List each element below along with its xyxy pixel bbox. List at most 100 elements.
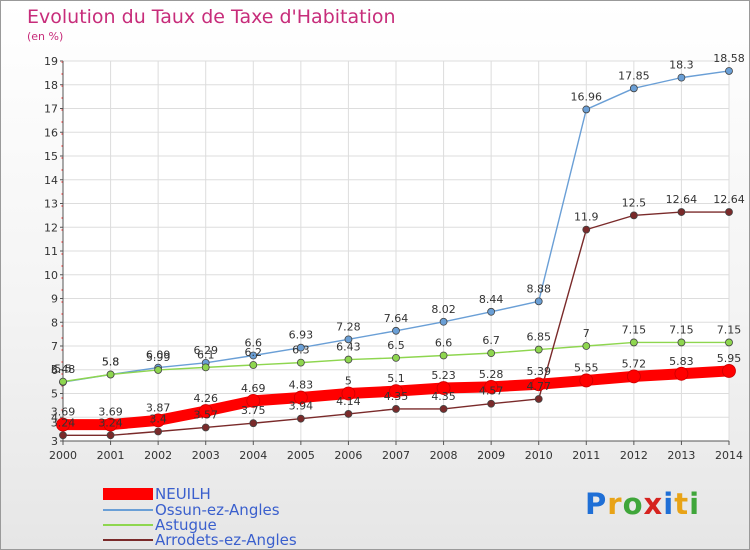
x-tick-label: 2004	[239, 449, 267, 462]
x-tick-label: 2002	[144, 449, 172, 462]
y-tick-label: 9	[51, 293, 58, 306]
data-label-neuilh: 5	[345, 375, 352, 388]
data-point-ossun-ez-angles	[392, 326, 400, 335]
data-point-arrodets-ez-angles	[201, 423, 210, 432]
data-point-astugue	[677, 338, 686, 347]
data-point-neuilh	[531, 377, 546, 392]
data-label-ossun-ez-angles: 6.6	[245, 337, 263, 350]
data-point-arrodets-ez-angles	[392, 405, 400, 413]
data-label-astugue: 6.3	[292, 344, 310, 357]
brand-letter: r	[607, 487, 623, 521]
data-point-ossun-ez-angles	[296, 343, 305, 352]
data-label-ossun-ez-angles: 7.64	[384, 312, 409, 325]
data-label-astugue: 6.5	[387, 339, 405, 352]
y-tick-label: 11	[44, 245, 58, 258]
y-tick-label: 5	[51, 388, 58, 401]
data-label-arrodets-ez-angles: 4.35	[384, 390, 409, 403]
data-label-astugue: 7.15	[622, 323, 647, 336]
brand-letter: i	[689, 487, 701, 521]
x-tick-label: 2011	[572, 449, 600, 462]
data-point-arrodets-ez-angles	[106, 431, 115, 440]
data-point-arrodets-ez-angles	[154, 427, 163, 436]
legend-swatch-ossun	[103, 509, 153, 511]
data-point-arrodets-ez-angles	[677, 208, 686, 216]
data-label-ossun-ez-angles: 8.02	[431, 303, 456, 316]
data-label-astugue: 7	[583, 327, 590, 340]
data-point-neuilh	[56, 417, 70, 432]
data-label-neuilh: 5.95	[717, 352, 742, 365]
x-tick-label: 2012	[620, 449, 648, 462]
legend-item-neuilh: NEUILH	[103, 485, 211, 503]
data-point-astugue	[249, 361, 258, 369]
data-label-ossun-ez-angles: 6.09	[146, 349, 171, 362]
data-label-ossun-ez-angles: 6.29	[193, 344, 218, 357]
data-point-neuilh	[436, 381, 451, 395]
brand-letter: i	[663, 487, 675, 521]
legend-swatch-arrodets	[103, 539, 153, 541]
data-label-arrodets-ez-angles: 12.64	[713, 193, 745, 206]
data-point-arrodets-ez-angles	[725, 208, 733, 216]
x-tick-label: 2010	[525, 449, 553, 462]
y-tick-label: 6	[51, 364, 58, 377]
data-label-neuilh: 4.83	[289, 379, 314, 392]
data-point-neuilh	[626, 369, 641, 384]
data-label-neuilh: 5.55	[574, 361, 599, 374]
data-point-arrodets-ez-angles	[629, 211, 638, 220]
data-label-arrodets-ez-angles: 3.94	[289, 400, 314, 413]
data-point-ossun-ez-angles	[487, 307, 496, 316]
data-point-astugue	[582, 342, 591, 350]
data-point-ossun-ez-angles	[725, 67, 733, 75]
data-point-arrodets-ez-angles	[534, 395, 543, 403]
y-tick-label: 7	[51, 340, 58, 353]
data-label-neuilh: 5.28	[479, 368, 504, 381]
data-point-neuilh	[151, 413, 166, 428]
data-point-neuilh	[293, 390, 308, 405]
data-point-astugue	[534, 345, 543, 354]
brand-letter: P	[585, 487, 608, 521]
data-label-astugue: 6.85	[526, 331, 551, 344]
data-label-arrodets-ez-angles: 4.14	[336, 395, 361, 408]
brand-letter: x	[643, 487, 664, 521]
data-label-astugue: 6.2	[245, 346, 263, 359]
data-point-arrodets-ez-angles	[59, 431, 67, 440]
data-label-astugue: 6.6	[435, 337, 453, 350]
data-label-ossun-ez-angles: 18.58	[713, 52, 745, 65]
y-tick-label: 14	[44, 174, 58, 187]
y-tick-label: 16	[44, 126, 58, 139]
data-label-arrodets-ez-angles: 3.4	[149, 413, 167, 426]
data-point-neuilh	[389, 384, 403, 399]
data-point-neuilh	[246, 393, 261, 408]
data-point-neuilh	[198, 404, 213, 418]
x-tick-label: 2009	[477, 449, 505, 462]
data-point-astugue	[392, 353, 400, 362]
legend-swatch-astugue	[103, 524, 153, 526]
y-tick-label: 18	[44, 79, 58, 92]
data-point-ossun-ez-angles	[677, 73, 686, 82]
data-label-arrodets-ez-angles: 3.75	[241, 404, 266, 417]
data-point-neuilh	[341, 386, 356, 401]
data-label-neuilh: 5.39	[526, 365, 551, 378]
x-tick-label: 2007	[382, 449, 410, 462]
y-tick-label: 12	[44, 221, 58, 234]
data-label-arrodets-ez-angles: 4.35	[431, 390, 456, 403]
legend-label-astugue: Astugue	[155, 516, 217, 534]
data-label-neuilh: 4.69	[241, 382, 266, 395]
legend-item-astugue: Astugue	[103, 516, 217, 534]
data-point-neuilh	[579, 373, 594, 388]
y-tick-label: 13	[44, 198, 58, 211]
legend-item-arrodets: Arrodets-ez-Angles	[103, 531, 297, 549]
data-label-neuilh: 5.23	[431, 369, 456, 382]
data-label-arrodets-ez-angles: 12.64	[666, 193, 698, 206]
data-point-ossun-ez-angles	[629, 84, 638, 93]
data-label-neuilh: 3.69	[51, 406, 76, 419]
data-point-neuilh	[722, 364, 736, 378]
data-label-astugue: 5.99	[146, 351, 171, 364]
data-label-ossun-ez-angles: 5.8	[102, 356, 120, 369]
data-label-ossun-ez-angles: 6.93	[289, 329, 314, 342]
data-label-ossun-ez-angles: 7.28	[336, 320, 361, 333]
data-point-astugue	[296, 358, 305, 367]
y-tick-label: 4	[51, 411, 58, 424]
data-point-ossun-ez-angles	[344, 335, 353, 344]
